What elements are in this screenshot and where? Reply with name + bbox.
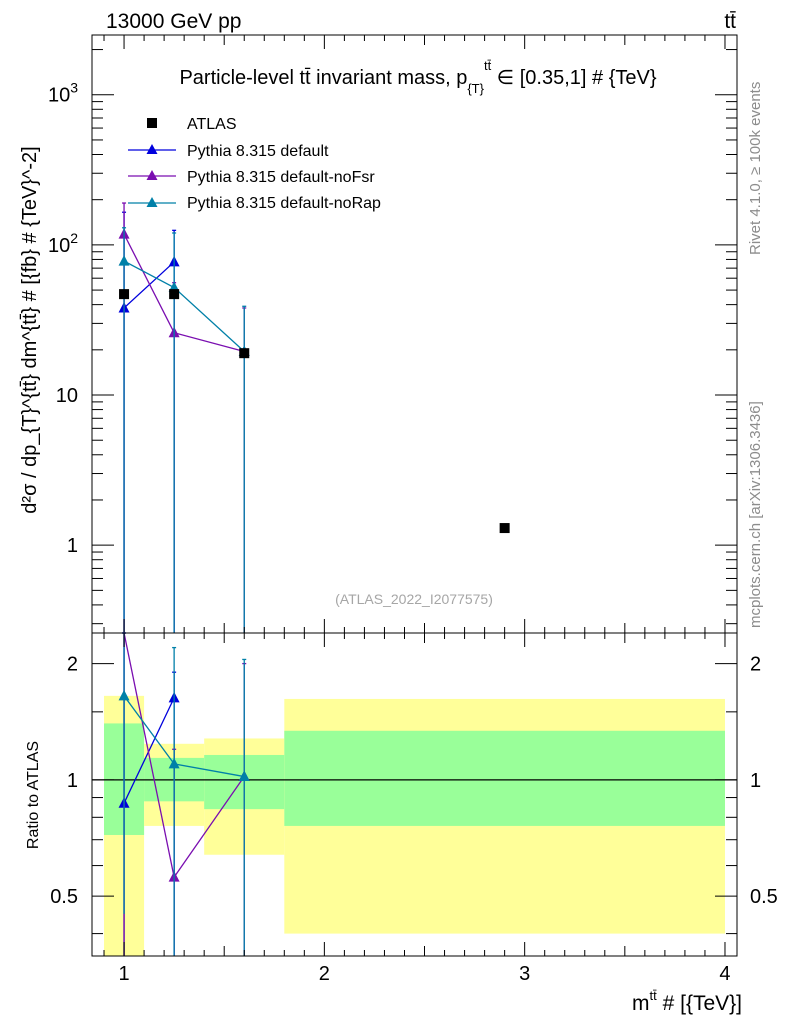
atlas-data-point: [169, 289, 180, 300]
atlas-data-point: [239, 348, 250, 359]
rivet-label: Rivet 4.1.0, ≥ 100k events: [747, 82, 764, 255]
legend-entry-atlas: ATLAS: [147, 116, 237, 133]
uncertainty-band-inner: [284, 730, 725, 826]
ratio-y-tick-label: 0.5: [50, 886, 78, 908]
x-tick-label: 4: [719, 963, 730, 985]
legend-entry-default: Pythia 8.315 default: [128, 143, 329, 160]
analysis-watermark: (ATLAS_2022_I2077575): [335, 591, 493, 607]
ratio-y-tick-label-right: 1: [750, 770, 761, 792]
ratio-frame: [91, 632, 738, 957]
legend-nofsr-marker: [146, 170, 158, 180]
ratio-y-tick-label-right: 0.5: [750, 886, 778, 908]
main-axes: 1 10 102 103: [48, 35, 737, 633]
legend-default-marker: [146, 144, 158, 154]
y-tick-label: 103: [48, 80, 78, 107]
ratio-point-noRap: [118, 689, 130, 701]
legend-atlas-marker: [147, 118, 157, 128]
ratio-plot-area: [92, 632, 737, 956]
atlas-data-point: [499, 523, 510, 534]
chart-title: Particle-level tt̄ invariant mass, p{T}t…: [179, 58, 656, 96]
atlas-data-point: [119, 289, 130, 300]
legend-atlas-label: ATLAS: [187, 116, 237, 133]
ratio-panel: 1 2 3 4 0.5 0.5 1 1 2 2 Ratio to ATLAS: [25, 632, 778, 985]
legend-default-label: Pythia 8.315 default: [187, 143, 329, 160]
ratio-y-tick-label: 2: [67, 654, 78, 676]
x-tick-label: 1: [118, 963, 129, 985]
legend-norap-label: Pythia 8.315 default-noRap: [187, 195, 381, 212]
y-axis-label: d²σ / dp_{T}^{tt̄} dm^{tt̄} # [{fb} # {T…: [19, 146, 41, 513]
ratio-point-noRap: [238, 770, 250, 782]
series-line-noRap: [123, 260, 245, 352]
legend: ATLAS Pythia 8.315 default Pythia 8.315 …: [128, 116, 381, 212]
point-noRap: [118, 255, 130, 266]
x-tick-label: 2: [319, 963, 330, 985]
energy-label: 13000 GeV pp: [106, 10, 241, 33]
ratio-line-default: [123, 697, 175, 804]
main-plot-area: [118, 202, 510, 633]
legend-nofsr-label: Pythia 8.315 default-noFsr: [187, 169, 375, 186]
series-line-noFsr: [123, 233, 245, 353]
legend-norap-marker: [146, 197, 158, 207]
legend-entry-norap: Pythia 8.315 default-noRap: [128, 195, 381, 212]
x-tick-label: 3: [519, 963, 530, 985]
y-tick-label: 1: [67, 535, 78, 557]
main-panel: 1 10 102 103 Particle-level tt̄ invariant m…: [19, 34, 738, 634]
x-axis-label: mtt̄ # [{TeV}]: [632, 988, 742, 1015]
ratio-axes: 1 2 3 4 0.5 0.5 1 1 2 2: [50, 633, 778, 985]
y-tick-label: 10: [56, 385, 78, 407]
y-tick-label: 102: [48, 230, 78, 257]
process-label: tt̄: [724, 10, 736, 33]
ratio-y-tick-label-right: 2: [750, 654, 761, 676]
ratio-y-tick-label: 1: [67, 770, 78, 792]
mcplots-label: mcplots.cern.ch [arXiv:1306.3436]: [747, 401, 764, 628]
ratio-y-axis-label: Ratio to ATLAS: [25, 741, 42, 849]
ratio-point-noRap: [168, 757, 180, 769]
series-line-default: [123, 261, 175, 309]
legend-entry-nofsr: Pythia 8.315 default-noFsr: [128, 169, 375, 186]
